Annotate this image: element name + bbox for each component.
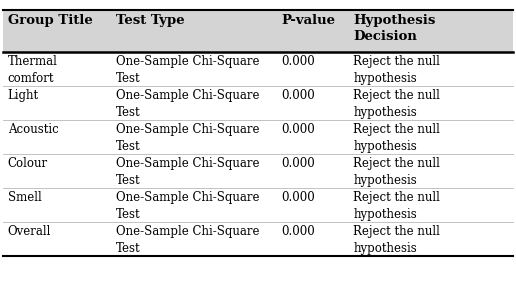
Bar <box>3 120 513 154</box>
Text: Test Type: Test Type <box>116 14 185 27</box>
Text: Reject the null
hypothesis: Reject the null hypothesis <box>353 55 440 85</box>
Text: 0.000: 0.000 <box>281 55 315 68</box>
Text: One-Sample Chi-Square
Test: One-Sample Chi-Square Test <box>116 157 260 187</box>
Text: 0.000: 0.000 <box>281 89 315 102</box>
Text: Reject the null
hypothesis: Reject the null hypothesis <box>353 225 440 255</box>
Text: Smell: Smell <box>8 191 41 204</box>
Bar <box>3 52 513 86</box>
Text: One-Sample Chi-Square
Test: One-Sample Chi-Square Test <box>116 191 260 221</box>
Bar <box>3 10 513 52</box>
Text: Colour: Colour <box>8 157 48 170</box>
Text: 0.000: 0.000 <box>281 157 315 170</box>
Text: Light: Light <box>8 89 39 102</box>
Text: Hypothesis
Decision: Hypothesis Decision <box>353 14 436 43</box>
Text: Acoustic: Acoustic <box>8 123 58 136</box>
Bar <box>3 154 513 188</box>
Text: Reject the null
hypothesis: Reject the null hypothesis <box>353 191 440 221</box>
Bar <box>3 86 513 120</box>
Bar <box>3 188 513 222</box>
Text: 0.000: 0.000 <box>281 191 315 204</box>
Bar <box>3 222 513 256</box>
Text: Thermal
comfort: Thermal comfort <box>8 55 58 85</box>
Text: Overall: Overall <box>8 225 51 238</box>
Text: 0.000: 0.000 <box>281 123 315 136</box>
Text: P-value: P-value <box>281 14 335 27</box>
Text: Group Title: Group Title <box>8 14 92 27</box>
Text: Reject the null
hypothesis: Reject the null hypothesis <box>353 89 440 119</box>
Text: One-Sample Chi-Square
Test: One-Sample Chi-Square Test <box>116 55 260 85</box>
Text: One-Sample Chi-Square
Test: One-Sample Chi-Square Test <box>116 225 260 255</box>
Text: 0.000: 0.000 <box>281 225 315 238</box>
Text: One-Sample Chi-Square
Test: One-Sample Chi-Square Test <box>116 89 260 119</box>
Text: Reject the null
hypothesis: Reject the null hypothesis <box>353 123 440 153</box>
Text: One-Sample Chi-Square
Test: One-Sample Chi-Square Test <box>116 123 260 153</box>
Text: Reject the null
hypothesis: Reject the null hypothesis <box>353 157 440 187</box>
